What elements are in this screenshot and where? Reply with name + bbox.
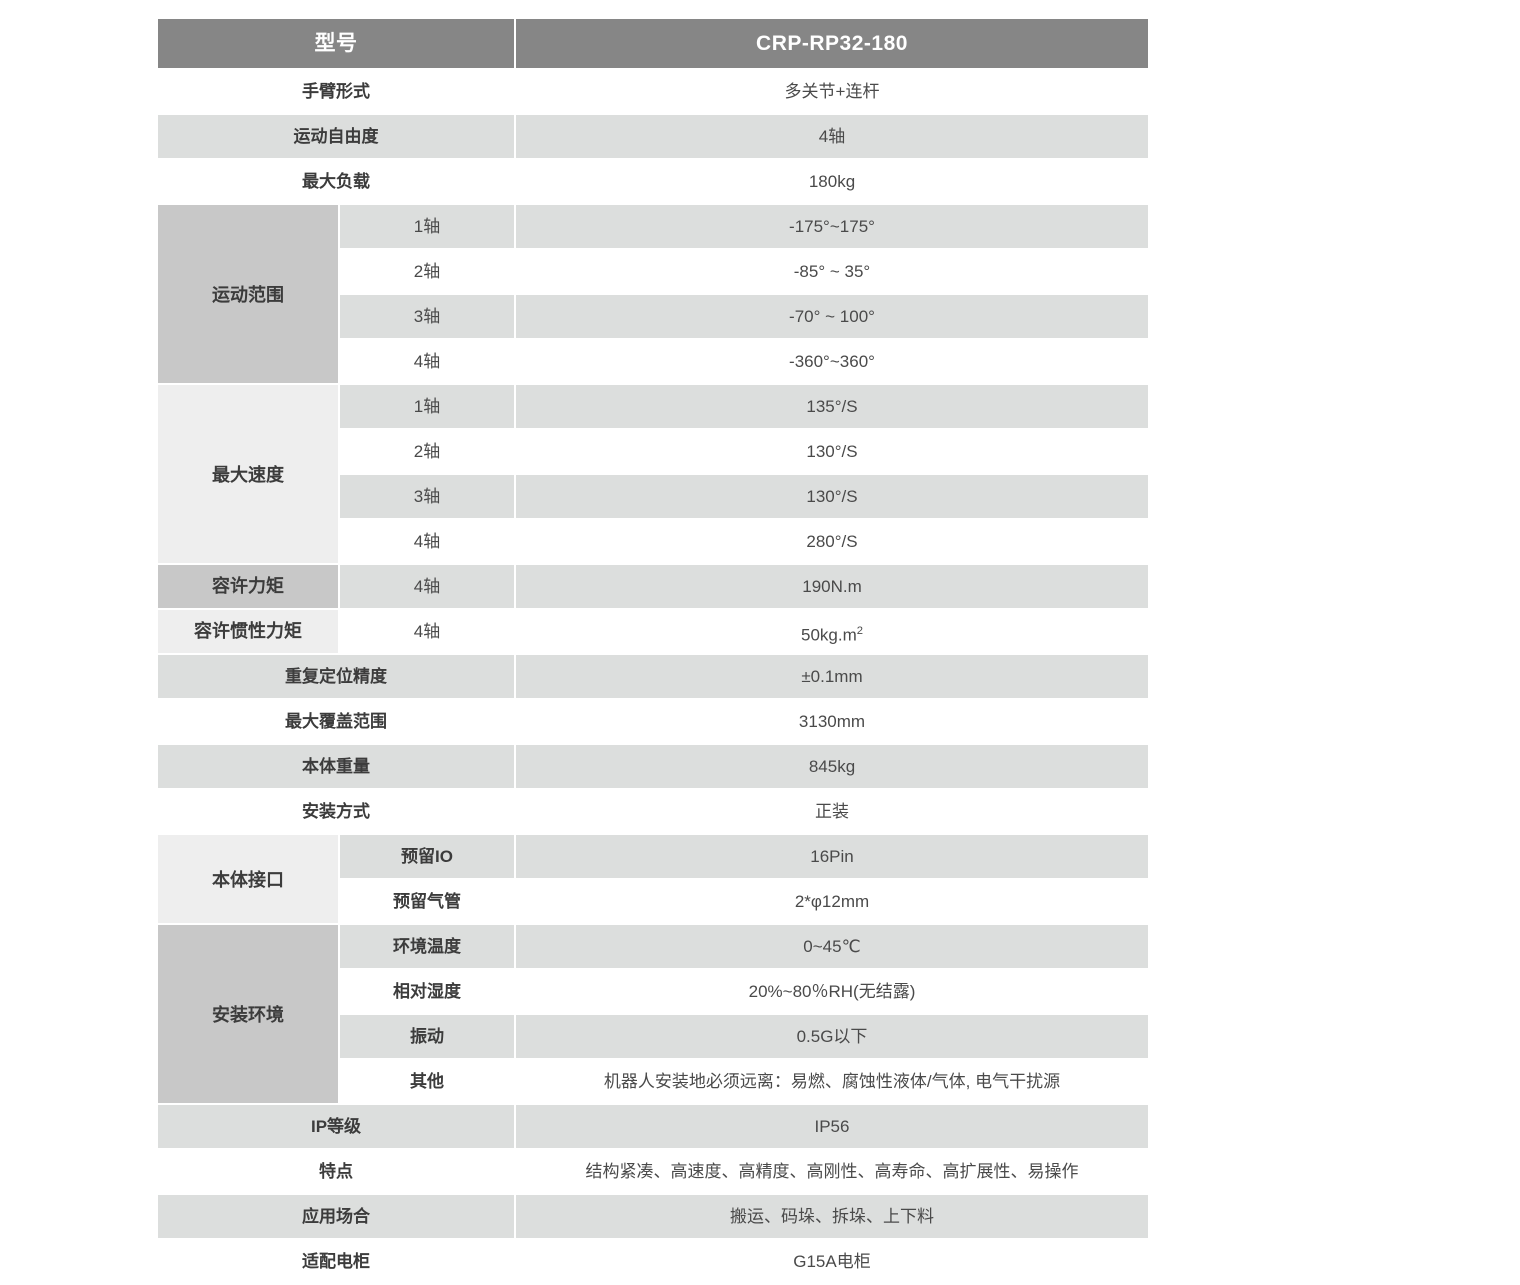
table-row: 3轴 -70° ~ 100° [340,295,1148,338]
table-row: 振动 0.5G以下 [340,1015,1148,1058]
sub-row-value: 130°/S [516,430,1148,473]
table-row: 3轴 130°/S [340,475,1148,518]
table-row: 本体重量 845kg [158,745,1148,788]
row-label: 容许惯性力矩 [158,610,338,653]
sub-row-label: 预留IO [340,835,514,878]
row-label: 运动自由度 [158,115,514,158]
table-row: 预留IO 16Pin [340,835,1148,878]
row-value: IP56 [516,1105,1148,1148]
row-value: 搬运、码垛、拆垛、上下料 [516,1195,1148,1238]
sub-row-value: -85° ~ 35° [516,250,1148,293]
group-max-speed: 最大速度 1轴 135°/S 2轴 130°/S 3轴 130°/S 4轴 28… [158,385,1148,563]
table-row: 运动自由度 4轴 [158,115,1148,158]
sub-row-value: 0.5G以下 [516,1015,1148,1058]
sub-row-label: 2轴 [340,250,514,293]
sub-row-label: 3轴 [340,295,514,338]
row-label: 重复定位精度 [158,655,514,698]
table-row: 2轴 130°/S [340,430,1148,473]
specification-table: 型号 CRP-RP32-180 手臂形式 多关节+连杆 运动自由度 4轴 最大负… [158,19,1148,1285]
table-row: 4轴 280°/S [340,520,1148,563]
row-value: 结构紧凑、高速度、高精度、高刚性、高寿命、高扩展性、易操作 [516,1150,1148,1193]
table-row: 4轴 -360°~360° [340,340,1148,383]
table-row: 特点 结构紧凑、高速度、高精度、高刚性、高寿命、高扩展性、易操作 [158,1150,1148,1193]
sub-row-value: 280°/S [516,520,1148,563]
row-label: 手臂形式 [158,70,514,113]
row-label: 最大覆盖范围 [158,700,514,743]
row-value: 4轴 [516,115,1148,158]
row-label: 安装方式 [158,790,514,833]
row-value: 180kg [516,160,1148,203]
table-row: 2轴 -85° ~ 35° [340,250,1148,293]
sub-row-label: 1轴 [340,205,514,248]
sub-row-value: -175°~175° [516,205,1148,248]
sub-row-value: 2*φ12mm [516,880,1148,923]
table-row: 应用场合 搬运、码垛、拆垛、上下料 [158,1195,1148,1238]
table-row: 最大负载 180kg [158,160,1148,203]
table-row: 1轴 135°/S [340,385,1148,428]
table-row: 其他 机器人安装地必须远离：易燃、腐蚀性液体/气体, 电气干扰源 [340,1060,1148,1103]
row-value: ±0.1mm [516,655,1148,698]
table-row: 安装方式 正装 [158,790,1148,833]
row-label: 特点 [158,1150,514,1193]
table-row: 重复定位精度 ±0.1mm [158,655,1148,698]
group-install-environment: 安装环境 环境温度 0~45℃ 相对湿度 20%~80％RH(无结露) 振动 0… [158,925,1148,1103]
sub-row-value: 20%~80％RH(无结露) [516,970,1148,1013]
row-value: 190N.m [516,565,1148,608]
group-label: 运动范围 [158,205,338,383]
sub-row-label: 1轴 [340,385,514,428]
sub-row-label: 4轴 [340,565,514,608]
sub-row-value: 135°/S [516,385,1148,428]
sub-row-label: 预留气管 [340,880,514,923]
group-label: 安装环境 [158,925,338,1103]
table-row: IP等级 IP56 [158,1105,1148,1148]
sub-row-label: 相对湿度 [340,970,514,1013]
sub-row-label: 3轴 [340,475,514,518]
group-label: 本体接口 [158,835,338,923]
table-header-row: 型号 CRP-RP32-180 [158,19,1148,68]
sub-row-label: 4轴 [340,610,514,653]
sub-row-label: 4轴 [340,520,514,563]
row-label: 最大负载 [158,160,514,203]
sub-row-label: 振动 [340,1015,514,1058]
group-motion-range: 运动范围 1轴 -175°~175° 2轴 -85° ~ 35° 3轴 -70°… [158,205,1148,383]
row-label: IP等级 [158,1105,514,1148]
sub-row-value: 16Pin [516,835,1148,878]
sub-row-value: 0~45℃ [516,925,1148,968]
row-value: 845kg [516,745,1148,788]
sub-row-label: 其他 [340,1060,514,1103]
table-row: 相对湿度 20%~80％RH(无结露) [340,970,1148,1013]
inertia-value-exponent: 2 [856,625,863,637]
inertia-value-base: 50kg.m [801,625,857,645]
row-label: 容许力矩 [158,565,338,608]
row-value: 多关节+连杆 [516,70,1148,113]
table-row: 容许惯性力矩 4轴 50kg.m2 [158,610,1148,653]
group-body-interface: 本体接口 预留IO 16Pin 预留气管 2*φ12mm [158,835,1148,923]
header-model-cell: CRP-RP32-180 [516,19,1148,68]
group-label: 最大速度 [158,385,338,563]
sub-row-label: 4轴 [340,340,514,383]
table-row: 容许力矩 4轴 190N.m [158,565,1148,608]
row-value: 正装 [516,790,1148,833]
row-value: 50kg.m2 [516,610,1148,653]
header-label-cell: 型号 [158,19,514,68]
sub-row-value: 130°/S [516,475,1148,518]
table-row: 手臂形式 多关节+连杆 [158,70,1148,113]
sub-row-value: 机器人安装地必须远离：易燃、腐蚀性液体/气体, 电气干扰源 [516,1060,1148,1103]
sub-row-value: -70° ~ 100° [516,295,1148,338]
row-label: 应用场合 [158,1195,514,1238]
row-value: 3130mm [516,700,1148,743]
sub-row-value: -360°~360° [516,340,1148,383]
table-row: 1轴 -175°~175° [340,205,1148,248]
table-row: 预留气管 2*φ12mm [340,880,1148,923]
table-row: 最大覆盖范围 3130mm [158,700,1148,743]
row-label: 本体重量 [158,745,514,788]
table-row: 环境温度 0~45℃ [340,925,1148,968]
sub-row-label: 环境温度 [340,925,514,968]
sub-row-label: 2轴 [340,430,514,473]
